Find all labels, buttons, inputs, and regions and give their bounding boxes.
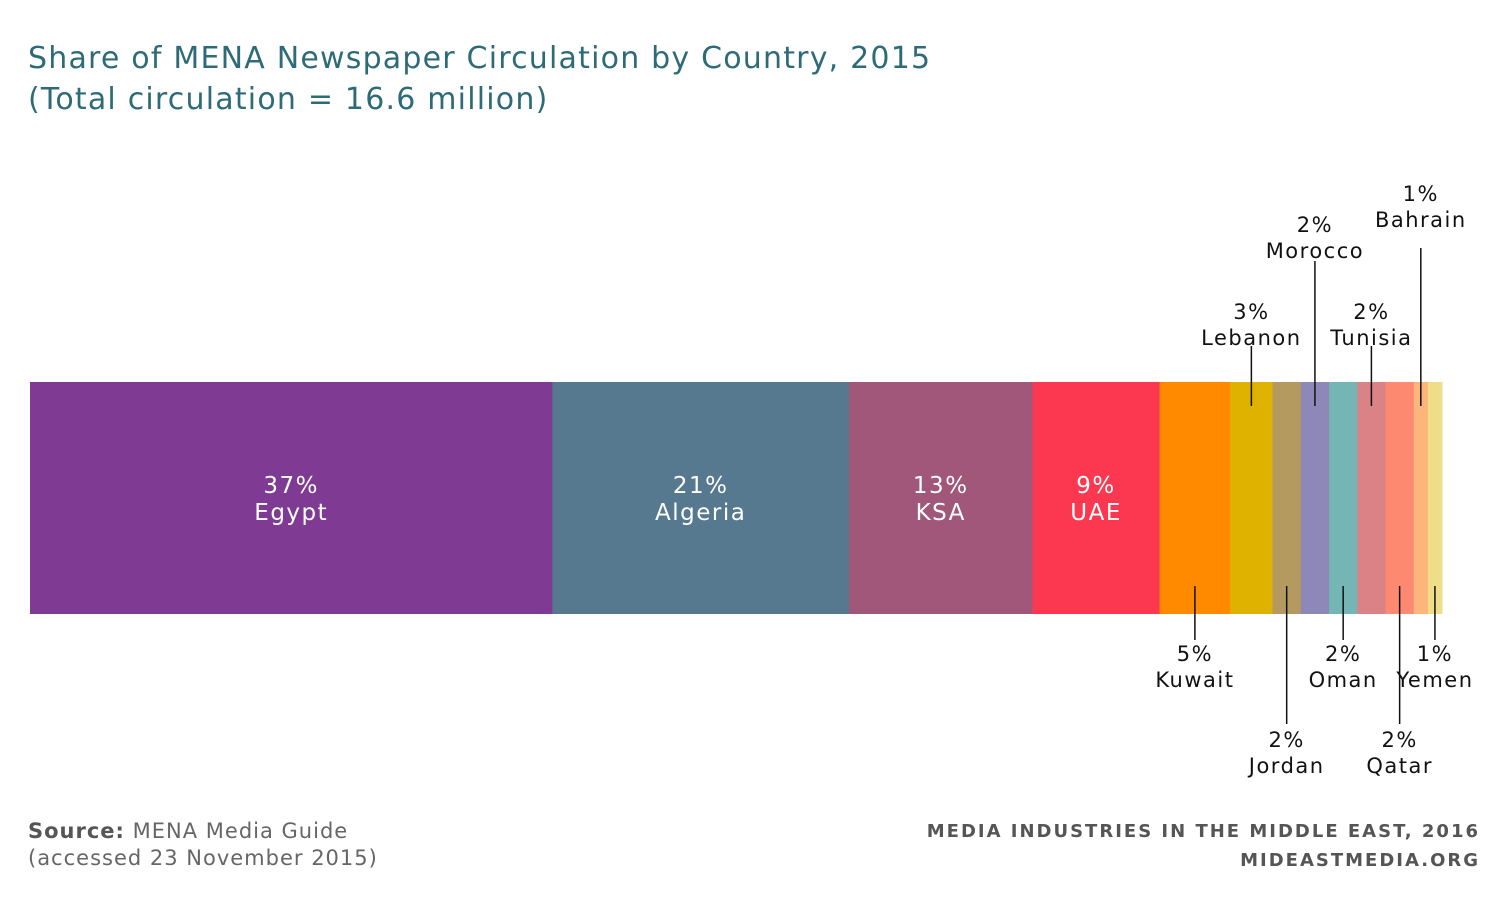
bar-segment-oman: [1329, 382, 1358, 614]
bar-segment-algeria: [552, 382, 850, 614]
title-line-1: Share of MENA Newspaper Circulation by C…: [28, 41, 932, 76]
bar-segment-uae: [1032, 382, 1161, 614]
data-label-ksa: 13%: [913, 473, 969, 499]
bar-segment-bahrain: [1413, 382, 1429, 614]
source-accessed: (accessed 23 November 2015): [28, 846, 378, 870]
data-label-lebanon: 3%: [1233, 300, 1269, 324]
bar-segment-qatar: [1385, 382, 1415, 614]
bar-segment-morocco: [1300, 382, 1330, 614]
data-label-uae: 9%: [1076, 473, 1116, 499]
bar-segment-jordan: [1272, 382, 1302, 614]
segment-label-lebanon: Lebanon: [1201, 326, 1301, 350]
bar-segment-lebanon: [1230, 382, 1274, 614]
bar-segment-ksa: [848, 382, 1034, 614]
data-label-oman: 2%: [1325, 642, 1361, 666]
data-label-bahrain: 1%: [1403, 182, 1439, 206]
data-label-tunisia: 2%: [1353, 300, 1389, 324]
data-label-qatar: 2%: [1381, 728, 1417, 752]
segment-label-bahrain: Bahrain: [1375, 208, 1467, 232]
segment-label-tunisia: Tunisia: [1329, 326, 1412, 350]
segment-label-jordan: Jordan: [1247, 754, 1325, 778]
segment-label-uae: UAE: [1070, 500, 1122, 526]
data-label-yemen: 1%: [1417, 642, 1453, 666]
segment-label-ksa: KSA: [916, 500, 966, 526]
segment-label-egypt: Egypt: [254, 500, 328, 526]
chart-title: Share of MENA Newspaper Circulation by C…: [28, 38, 931, 120]
footer-credit: MEDIA INDUSTRIES IN THE MIDDLE EAST, 201…: [927, 817, 1480, 875]
segment-label-qatar: Qatar: [1366, 754, 1433, 778]
bar-segment-kuwait: [1159, 382, 1231, 614]
source-note: Source: MENA Media Guide (accessed 23 No…: [28, 818, 378, 872]
data-label-morocco: 2%: [1297, 213, 1333, 237]
bar-segment-yemen: [1427, 382, 1443, 614]
bar-segment-tunisia: [1357, 382, 1387, 614]
segment-label-morocco: Morocco: [1266, 239, 1364, 263]
segment-label-kuwait: Kuwait: [1155, 668, 1234, 692]
title-line-2: (Total circulation = 16.6 million): [28, 82, 549, 117]
data-label-kuwait: 5%: [1177, 642, 1213, 666]
segment-label-algeria: Algeria: [655, 500, 746, 526]
source-text: MENA Media Guide: [132, 819, 349, 843]
segment-label-yemen: Yemen: [1395, 668, 1473, 692]
footer-publication: MEDIA INDUSTRIES IN THE MIDDLE EAST, 201…: [926, 821, 1480, 842]
segment-label-oman: Oman: [1309, 668, 1378, 692]
source-label: Source:: [28, 819, 125, 843]
bar-segment-egypt: [30, 382, 553, 614]
data-label-algeria: 21%: [673, 473, 729, 499]
data-label-egypt: 37%: [263, 473, 319, 499]
data-label-jordan: 2%: [1269, 728, 1305, 752]
footer-website: MIDEASTMEDIA.ORG: [1240, 850, 1480, 871]
